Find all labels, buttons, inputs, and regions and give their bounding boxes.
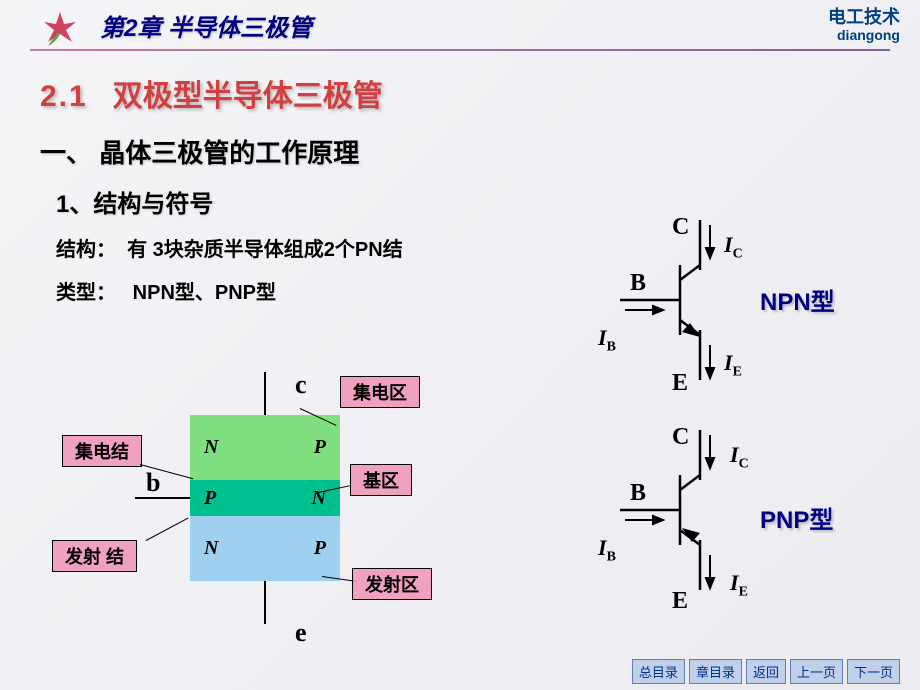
header-divider xyxy=(30,49,890,51)
subtitle-1: 一、 晶体三极管的工作原理 xyxy=(40,133,920,170)
nav-prev-button[interactable]: 上一页 xyxy=(790,659,843,684)
slide-header: 第2章 半导体三极管 电工技术 diangong xyxy=(0,0,920,47)
callout-emitter-junction: 发射 结 xyxy=(52,540,137,572)
npn-term-c: C xyxy=(672,214,689,241)
nav-toc-button[interactable]: 总目录 xyxy=(632,659,685,684)
wire-emitter xyxy=(264,581,266,624)
callout-line-4 xyxy=(146,518,189,541)
symbols-area: C B E IC IB IE NPN型 C B E IC IB IE PNP型 xyxy=(580,210,910,650)
wire-base xyxy=(135,497,190,499)
emitter-layer: N P xyxy=(190,516,340,581)
npn-term-e: E xyxy=(672,370,688,397)
pnp-current-ie: IE xyxy=(730,570,748,600)
base-left-doping: P xyxy=(204,487,216,510)
npn-current-ic: IC xyxy=(724,232,743,262)
structure-diagram: c b e N P P N N P 集电区 集电结 基区 发射 结 发射区 xyxy=(40,360,480,660)
nav-chapter-button[interactable]: 章目录 xyxy=(689,659,742,684)
base-layer: P N xyxy=(190,480,340,516)
callout-base-region: 基区 xyxy=(350,464,412,496)
nav-next-button[interactable]: 下一页 xyxy=(847,659,900,684)
npn-type-label: NPN型 xyxy=(760,282,835,317)
pnp-current-ic: IC xyxy=(730,442,749,472)
collector-layer: N P xyxy=(190,415,340,480)
chapter-title: 第2章 半导体三极管 xyxy=(100,8,312,43)
collector-left-doping: N xyxy=(204,436,218,459)
brand: 电工技术 diangong xyxy=(828,8,900,43)
pnp-current-ib: IB xyxy=(598,535,616,565)
body-line-1-text: 有 3块杂质半导体组成2个PN结 xyxy=(127,239,403,261)
collector-right-doping: P xyxy=(314,436,326,459)
terminal-c: c xyxy=(295,370,307,400)
callout-collector-junction: 集电结 xyxy=(62,435,142,467)
terminal-e: e xyxy=(295,618,307,648)
section-title: 2.1 双极型半导体三极管 xyxy=(40,71,920,115)
nav-back-button[interactable]: 返回 xyxy=(746,659,786,684)
npn-current-ie: IE xyxy=(724,350,742,380)
callout-emitter-region: 发射区 xyxy=(352,568,432,600)
footer-nav: 总目录 章目录 返回 上一页 下一页 xyxy=(632,659,900,684)
section-number: 2.1 xyxy=(40,80,88,113)
wire-collector xyxy=(264,372,266,415)
transistor-body: N P P N N P xyxy=(190,415,340,581)
body-line-2-label: 类型： xyxy=(56,282,116,304)
section-name: 双极型半导体三极管 xyxy=(113,80,383,113)
pnp-type-label: PNP型 xyxy=(760,500,833,535)
npn-term-b: B xyxy=(630,270,646,297)
brand-sub: diangong xyxy=(828,28,900,43)
body-line-2-text: NPN型、PNP型 xyxy=(133,282,276,304)
flower-icon xyxy=(40,8,80,48)
terminal-b: b xyxy=(146,468,160,498)
emitter-right-doping: P xyxy=(314,537,326,560)
pnp-term-b: B xyxy=(630,480,646,507)
callout-collector-region: 集电区 xyxy=(340,376,420,408)
npn-current-ib: IB xyxy=(598,325,616,355)
pnp-term-e: E xyxy=(672,588,688,615)
brand-main: 电工技术 xyxy=(828,8,900,28)
pnp-term-c: C xyxy=(672,424,689,451)
body-line-1-label: 结构： xyxy=(56,239,116,261)
emitter-left-doping: N xyxy=(204,537,218,560)
